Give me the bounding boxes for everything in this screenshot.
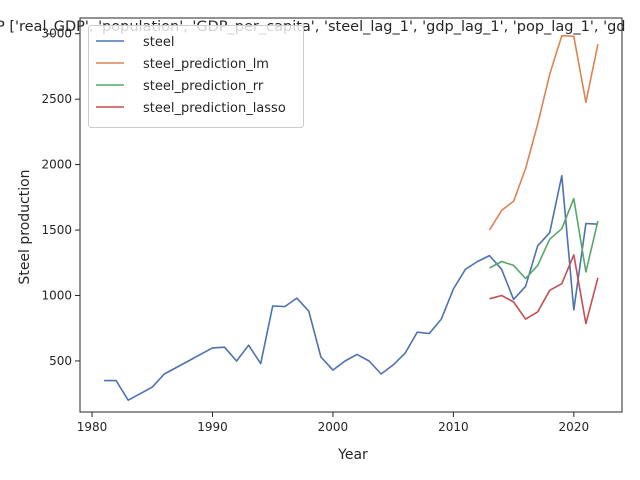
x-tick-label: 2010 — [438, 420, 469, 434]
x-tick-label: 2020 — [559, 420, 590, 434]
plot-area — [79, 17, 623, 413]
legend-label: steel — [143, 35, 174, 50]
x-axis-label: Year — [337, 447, 368, 463]
y-tick-label: 500 — [49, 354, 72, 368]
series-line-steel-prediction-rr — [489, 197, 599, 280]
legend-label: steel_prediction_lasso — [143, 101, 286, 116]
x-axis: 1980 1990 2000 2010 2020 — [77, 412, 589, 434]
y-tick-label: 1000 — [41, 289, 72, 303]
axes-frame — [79, 17, 623, 413]
x-tick-label: 1990 — [197, 420, 228, 434]
y-tick-label: 2000 — [41, 158, 72, 172]
series-line-steel-prediction-lasso — [489, 254, 599, 325]
legend-label: steel_prediction_lm — [143, 57, 269, 72]
y-tick-label: 3000 — [41, 27, 72, 41]
y-tick-label: 1500 — [41, 223, 72, 237]
y-tick-label: 2500 — [41, 92, 72, 106]
legend-box — [88, 25, 304, 128]
legend-label: steel_prediction_rr — [143, 79, 264, 94]
y-axis: 500 1000 1500 2000 2500 3000 — [41, 27, 80, 368]
y-axis-label: Steel production — [17, 169, 33, 284]
series-line-steel — [104, 174, 598, 402]
series-line-steel-prediction-lm — [488, 34, 599, 231]
x-tick-label: 1980 — [77, 420, 108, 434]
legend: steel steel_prediction_lm steel_prediction… — [88, 25, 304, 128]
x-tick-label: 2000 — [318, 420, 349, 434]
